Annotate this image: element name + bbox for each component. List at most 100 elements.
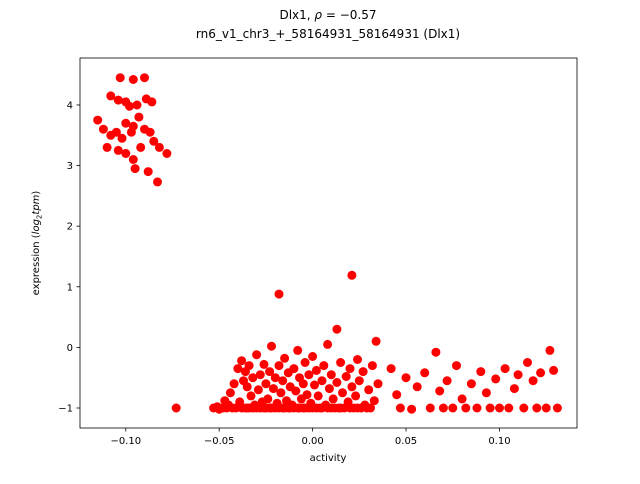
- plot-content: −0.10 −0.05 0.00 0.05 0.10 −1 0 1 2 3 4: [58, 73, 562, 447]
- data-point: [229, 379, 239, 389]
- data-point: [121, 149, 131, 158]
- data-point: [311, 365, 321, 375]
- data-point: [289, 364, 299, 374]
- data-point: [323, 339, 333, 349]
- data-point: [412, 382, 422, 392]
- data-point: [98, 124, 108, 134]
- data-point: [278, 376, 288, 386]
- y-tick-label: 3: [67, 161, 73, 172]
- data-point: [392, 390, 402, 400]
- data-point: [253, 385, 263, 395]
- data-point: [366, 403, 375, 413]
- data-point: [242, 382, 252, 392]
- data-point: [332, 324, 342, 334]
- data-point: [353, 355, 362, 364]
- data-point: [128, 75, 138, 84]
- y-tick-label: 2: [67, 222, 73, 233]
- data-point: [481, 388, 491, 398]
- data-point: [280, 353, 290, 363]
- data-point: [364, 385, 374, 395]
- y-tick-label: 1: [67, 282, 73, 293]
- data-point: [332, 378, 342, 387]
- data-point: [117, 133, 127, 143]
- data-point: [407, 404, 417, 414]
- data-point: [504, 403, 514, 413]
- data-point: [431, 347, 441, 357]
- data-point: [298, 379, 308, 389]
- data-point: [336, 358, 346, 367]
- data-point: [302, 390, 312, 400]
- data-point: [369, 396, 379, 406]
- data-point: [523, 358, 532, 367]
- x-tick-label: 0.05: [395, 436, 417, 447]
- data-point: [171, 403, 181, 413]
- data-point: [552, 403, 562, 413]
- plot-title-value: = −0.57: [322, 8, 376, 22]
- data-point: [347, 382, 357, 392]
- data-point: [121, 118, 131, 128]
- data-point: [509, 384, 519, 394]
- data-point: [291, 386, 301, 396]
- data-point: [233, 364, 243, 374]
- data-point: [461, 403, 471, 413]
- data-point: [452, 361, 461, 371]
- x-tick-label: 0.10: [488, 436, 510, 447]
- data-point: [549, 365, 559, 375]
- data-point: [541, 403, 551, 413]
- data-point: [115, 73, 125, 83]
- data-point: [328, 394, 338, 404]
- data-point: [267, 341, 276, 351]
- data-point: [341, 372, 351, 381]
- data-point: [317, 376, 327, 386]
- data-point: [225, 388, 235, 398]
- data-point: [420, 368, 430, 378]
- data-point: [268, 384, 278, 394]
- data-point: [358, 367, 368, 377]
- data-point: [149, 136, 159, 146]
- data-point: [319, 361, 329, 371]
- data-point: [345, 364, 355, 374]
- data-point: [154, 142, 164, 152]
- x-tick-label: −0.05: [204, 436, 235, 447]
- data-point: [536, 368, 546, 378]
- y-axis-label-suffix: ): [31, 191, 42, 195]
- data-point: [125, 101, 134, 111]
- plot-frame: [79, 57, 578, 429]
- data-point: [500, 364, 510, 374]
- data-point: [308, 352, 318, 361]
- plot-title-rho: ρ: [314, 8, 322, 22]
- data-point: [373, 379, 383, 389]
- data-point: [134, 112, 144, 122]
- data-point: [246, 391, 256, 401]
- data-point: [102, 142, 112, 152]
- data-point: [532, 403, 542, 413]
- data-point: [386, 364, 396, 374]
- plot-subtitle: rn6_v1_chr3_+_58164931_58164931 (Dlx1): [196, 27, 460, 41]
- data-point: [495, 403, 504, 413]
- data-point: [395, 403, 405, 413]
- x-tick-label: 0.00: [301, 436, 323, 447]
- data-point: [351, 391, 361, 401]
- data-point: [438, 403, 448, 413]
- y-tick-label: 4: [67, 100, 73, 111]
- data-point: [491, 374, 501, 384]
- data-point: [237, 356, 247, 366]
- data-point: [128, 121, 138, 131]
- data-point: [425, 403, 435, 413]
- data-point: [476, 367, 486, 377]
- y-axis-label-word: tpm: [31, 194, 42, 214]
- data-point: [513, 370, 523, 380]
- data-point: [113, 145, 123, 155]
- data-point: [466, 379, 476, 389]
- data-point: [338, 388, 347, 398]
- data-point: [270, 373, 280, 383]
- data-point: [93, 115, 103, 125]
- data-point: [300, 358, 310, 367]
- data-point: [248, 373, 258, 383]
- data-point: [263, 394, 273, 404]
- y-axis-label: expression (log2tpm): [31, 191, 44, 296]
- data-point: [347, 270, 357, 280]
- data-point: [324, 384, 334, 394]
- data-point: [276, 388, 286, 398]
